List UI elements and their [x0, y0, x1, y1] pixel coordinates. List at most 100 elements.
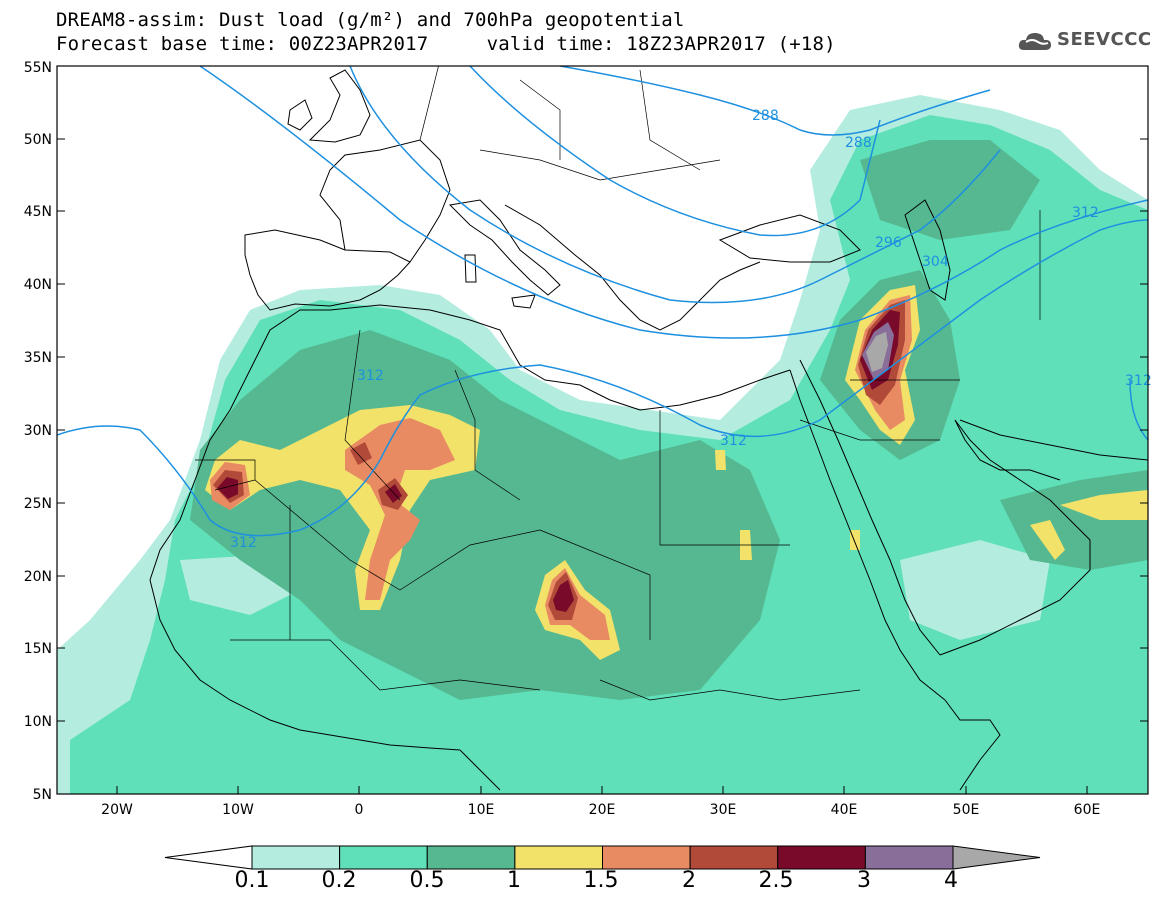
latitude-axis	[57, 65, 1148, 722]
colorbar-label: 1.5	[583, 868, 619, 893]
colorbar-segment	[251, 845, 341, 870]
colorbar-label: 0.2	[321, 868, 357, 893]
lat-label: 55N	[24, 60, 52, 76]
contour-label: 312	[720, 433, 747, 449]
border	[799, 419, 940, 441]
contour-label: 312	[1125, 373, 1152, 389]
border	[599, 679, 861, 701]
lon-label: 60E	[1074, 802, 1101, 818]
colorbar-segment	[339, 845, 428, 870]
dust-1.5-area	[345, 418, 455, 600]
border	[230, 639, 541, 691]
lon-label: 40E	[831, 802, 858, 818]
lat-label: 30N	[24, 423, 52, 439]
lon-label: 20W	[101, 802, 133, 818]
seevccc-logo: SEEVCCC	[1017, 28, 1157, 56]
lat-label: 5N	[33, 787, 52, 803]
coastline-gulf-guinea	[459, 749, 501, 791]
lon-label: 10E	[468, 802, 495, 818]
lon-label: 50E	[953, 802, 980, 818]
border	[344, 329, 401, 501]
dust-0.1-patch	[900, 540, 1050, 640]
coastline-sardinia	[464, 254, 477, 283]
colorbar-label: 2.5	[758, 868, 794, 893]
coastline-uk	[308, 69, 371, 143]
colorbar-segment	[952, 845, 1041, 870]
coastline-west-africa	[149, 479, 461, 751]
colorbar-segment	[164, 845, 253, 870]
latitude-labels: 55N 50N 45N 40N 35N 30N 25N 20N 15N 10N …	[24, 60, 52, 803]
border	[519, 79, 561, 160]
dust-load-field	[57, 95, 1148, 794]
lon-label: 10W	[222, 802, 254, 818]
coastline-ireland	[287, 99, 313, 131]
colorbar-segment	[426, 845, 516, 870]
coastline-caspian	[904, 199, 951, 301]
country-borders	[195, 66, 1041, 701]
lat-label: 15N	[24, 641, 52, 657]
coastline-arabia	[939, 419, 1091, 656]
coastline-horn	[944, 699, 1001, 791]
contour-label: 304	[922, 254, 949, 270]
cloud-icon	[1018, 33, 1051, 50]
contour-312-line	[1129, 379, 1148, 441]
contour-label: 296	[875, 235, 902, 251]
logo-text: SEEVCCC	[1057, 29, 1152, 50]
dust-1-area	[715, 450, 726, 470]
coastline-sicily	[511, 294, 536, 309]
colorbar-label: 1	[507, 868, 521, 893]
contour-label: 312	[1072, 205, 1099, 221]
dust-1-area	[1060, 490, 1148, 520]
dust-4-area	[866, 332, 888, 372]
border	[454, 369, 521, 501]
forecast-time-subtitle: Forecast base time: 00Z23APR2017 valid t…	[56, 33, 836, 55]
border	[254, 479, 541, 591]
colorbar-label: 2	[682, 868, 696, 893]
lat-label: 40N	[24, 277, 52, 293]
coastlines	[149, 69, 1148, 791]
colorbar-segment	[864, 845, 954, 870]
lat-label: 45N	[24, 204, 52, 220]
lat-label: 50N	[24, 132, 52, 148]
contour-288-line	[559, 66, 991, 136]
longitude-axis	[116, 786, 1088, 794]
border	[195, 459, 256, 491]
colorbar-segment	[514, 845, 603, 870]
coastline-balkans	[504, 204, 761, 331]
colorbar-segment	[602, 845, 691, 870]
contour-312-line	[57, 219, 1148, 537]
coastline-north-africa	[194, 304, 791, 481]
colorbar-segment	[777, 845, 866, 870]
colorbar-label: 4	[944, 868, 958, 893]
map-title: DREAM8-assim: Dust load (g/m²) and 700hP…	[56, 9, 685, 31]
contour-label: 312	[357, 368, 384, 384]
coastline-iberia	[244, 229, 411, 311]
colorbar-labels: 0.1 0.2 0.5 1 1.5 2 2.5 3 4	[0, 868, 1165, 898]
dust-2.5-area	[553, 580, 574, 612]
contour-label: 288	[752, 108, 779, 124]
contour-288-line	[469, 66, 881, 237]
contour-label: 312	[230, 535, 257, 551]
longitude-labels: 20W 10W 0 10E 20E 30E 40E 50E 60E	[101, 802, 1100, 818]
border	[539, 529, 651, 640]
lon-label: 20E	[589, 802, 616, 818]
colorbar-segment	[689, 845, 779, 870]
coastline-red-sea	[789, 369, 946, 701]
coastline-iran	[959, 419, 1148, 461]
contour-label: 288	[845, 135, 872, 151]
colorbar-label: 0.5	[409, 868, 445, 893]
dust-2-area	[350, 442, 372, 465]
dust-1-area	[1030, 520, 1065, 560]
lat-label: 20N	[24, 569, 52, 585]
colorbar-label: 0.1	[234, 868, 270, 893]
border	[479, 149, 721, 181]
colorbar	[164, 845, 1041, 870]
geopotential-contours	[57, 66, 1148, 537]
lat-label: 10N	[24, 714, 52, 730]
border	[419, 66, 439, 141]
coastline-gulf	[954, 419, 1061, 481]
lat-label: 35N	[24, 350, 52, 366]
coastline-italy	[448, 199, 561, 296]
border	[659, 410, 790, 546]
